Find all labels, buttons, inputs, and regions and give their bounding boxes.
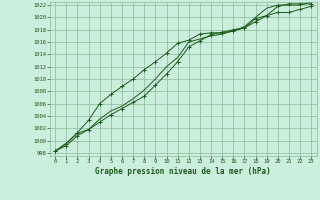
X-axis label: Graphe pression niveau de la mer (hPa): Graphe pression niveau de la mer (hPa) xyxy=(95,167,271,176)
